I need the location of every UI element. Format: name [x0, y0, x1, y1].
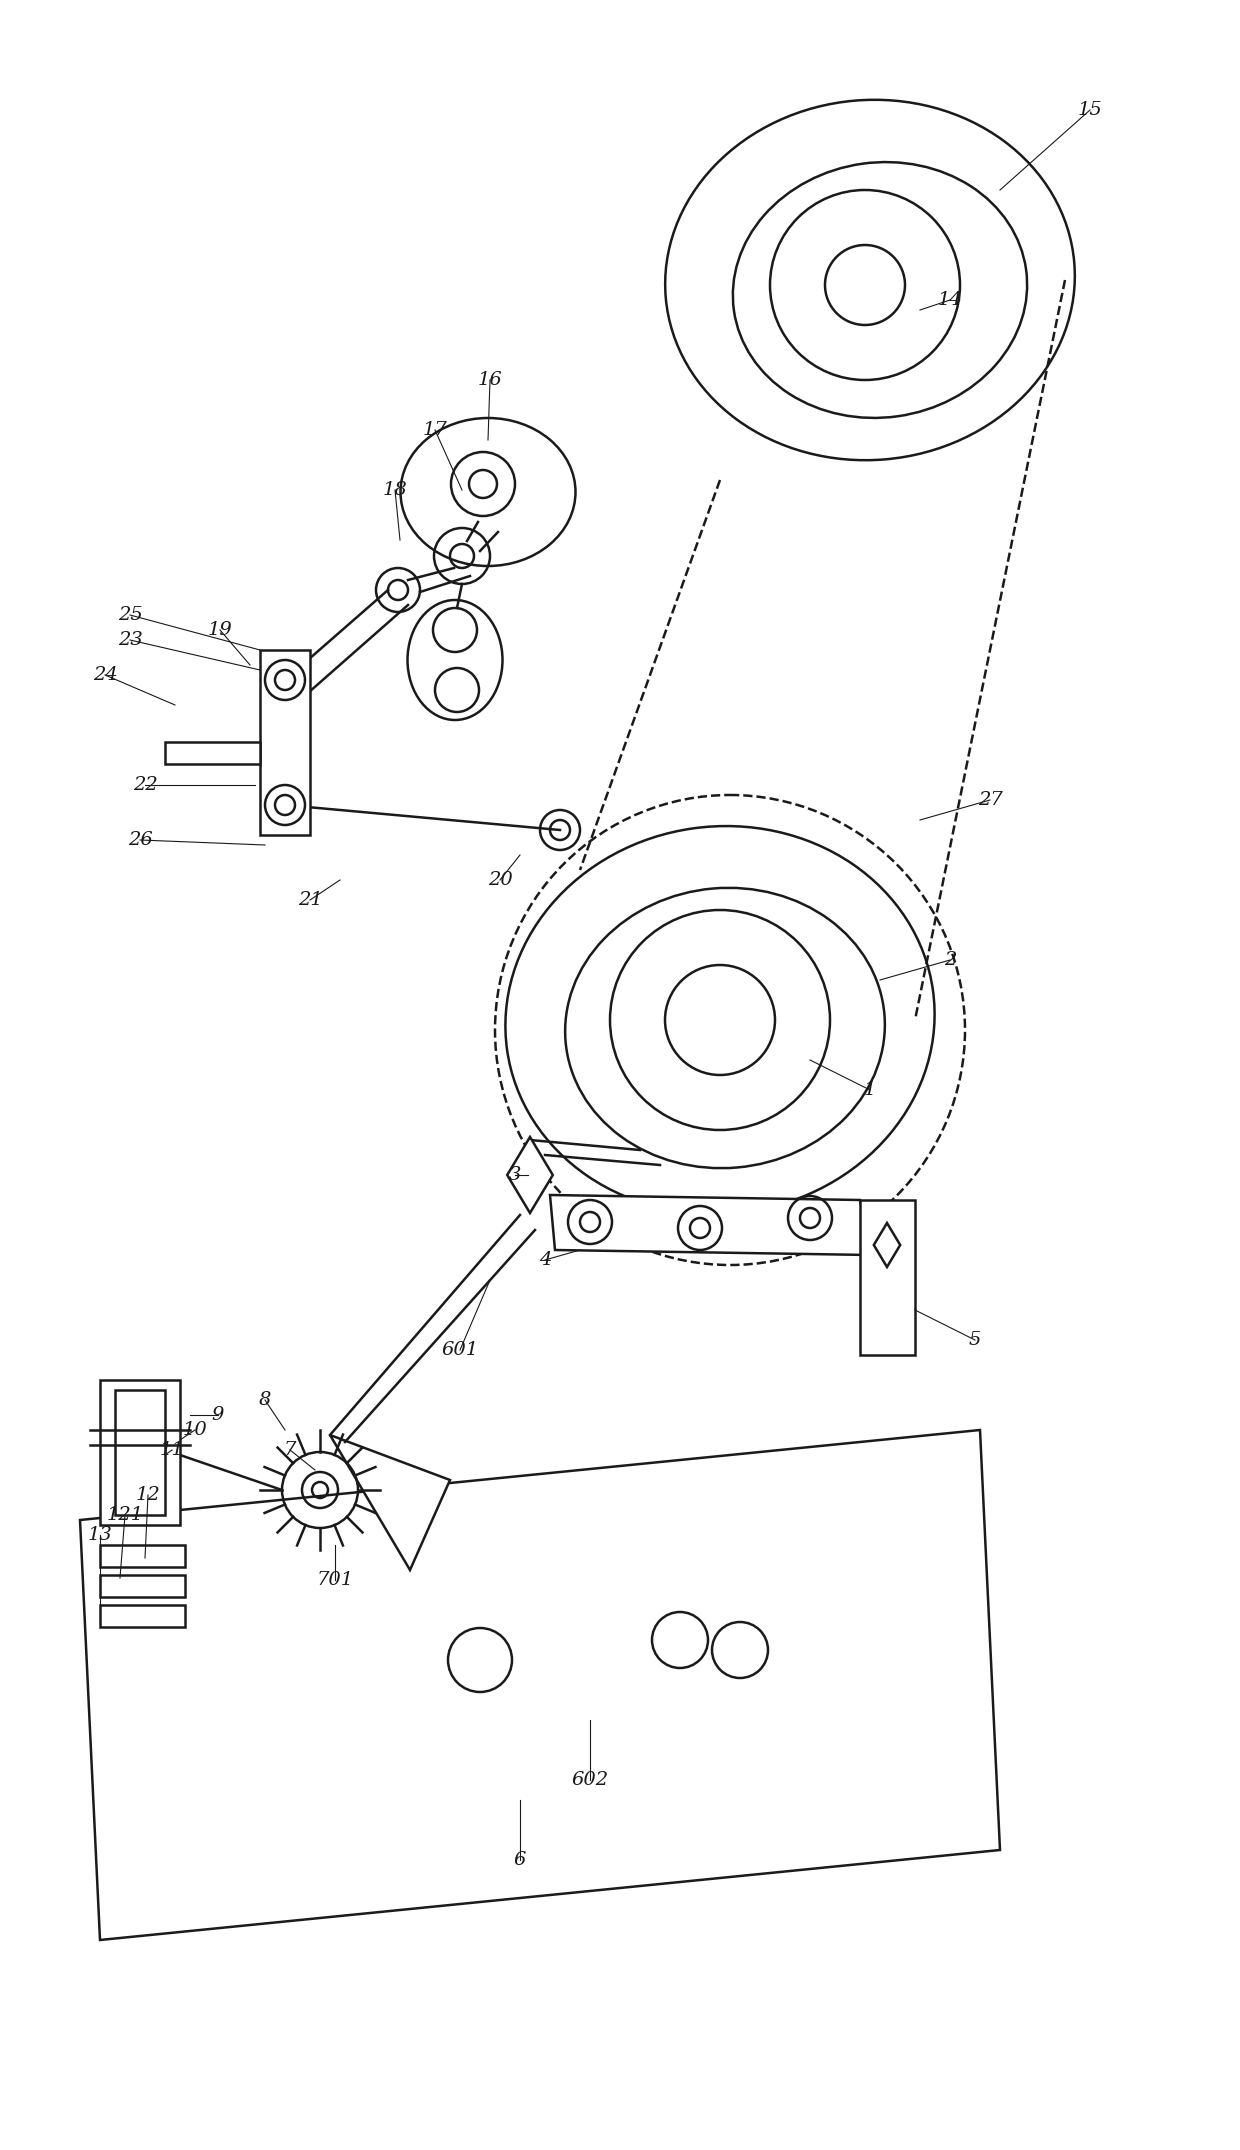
Text: 21: 21 [298, 890, 322, 909]
Text: 22: 22 [133, 776, 157, 793]
Text: 16: 16 [477, 372, 502, 389]
Bar [100, 1380, 180, 1524]
Text: 602: 602 [572, 1772, 609, 1789]
Text: 5: 5 [968, 1331, 981, 1348]
Bar [165, 742, 260, 763]
Polygon shape [330, 1434, 450, 1570]
Text: 3: 3 [508, 1165, 521, 1185]
Text: 7: 7 [284, 1440, 296, 1460]
Bar [115, 1391, 165, 1516]
Text: 601: 601 [441, 1342, 479, 1359]
Text: 8: 8 [259, 1391, 272, 1408]
Text: 26: 26 [128, 832, 153, 849]
Text: 1: 1 [864, 1081, 877, 1099]
Bar [100, 1576, 185, 1597]
Text: 6: 6 [513, 1851, 526, 1868]
Text: 24: 24 [93, 666, 118, 684]
Bar [100, 1606, 185, 1628]
Polygon shape [81, 1430, 999, 1939]
Polygon shape [507, 1137, 553, 1213]
Text: 12: 12 [135, 1486, 160, 1505]
Text: 18: 18 [383, 482, 408, 499]
Text: 17: 17 [423, 421, 448, 439]
Text: 10: 10 [182, 1421, 207, 1438]
Text: 20: 20 [487, 871, 512, 888]
Bar [100, 1546, 185, 1567]
Bar [260, 649, 310, 834]
Text: 701: 701 [316, 1572, 353, 1589]
Bar [861, 1200, 915, 1354]
Text: 14: 14 [937, 290, 962, 310]
Polygon shape [551, 1195, 870, 1256]
Text: 25: 25 [118, 606, 143, 624]
Text: 23: 23 [118, 630, 143, 649]
Text: 11: 11 [160, 1440, 185, 1460]
Text: 15: 15 [1078, 101, 1102, 118]
Text: 13: 13 [88, 1526, 113, 1544]
Text: 4: 4 [539, 1251, 552, 1268]
Text: 9: 9 [212, 1406, 224, 1423]
Text: 2: 2 [944, 950, 956, 970]
Polygon shape [874, 1223, 900, 1266]
Text: 27: 27 [977, 791, 1002, 808]
Text: 121: 121 [107, 1505, 144, 1524]
Text: 19: 19 [207, 621, 232, 639]
